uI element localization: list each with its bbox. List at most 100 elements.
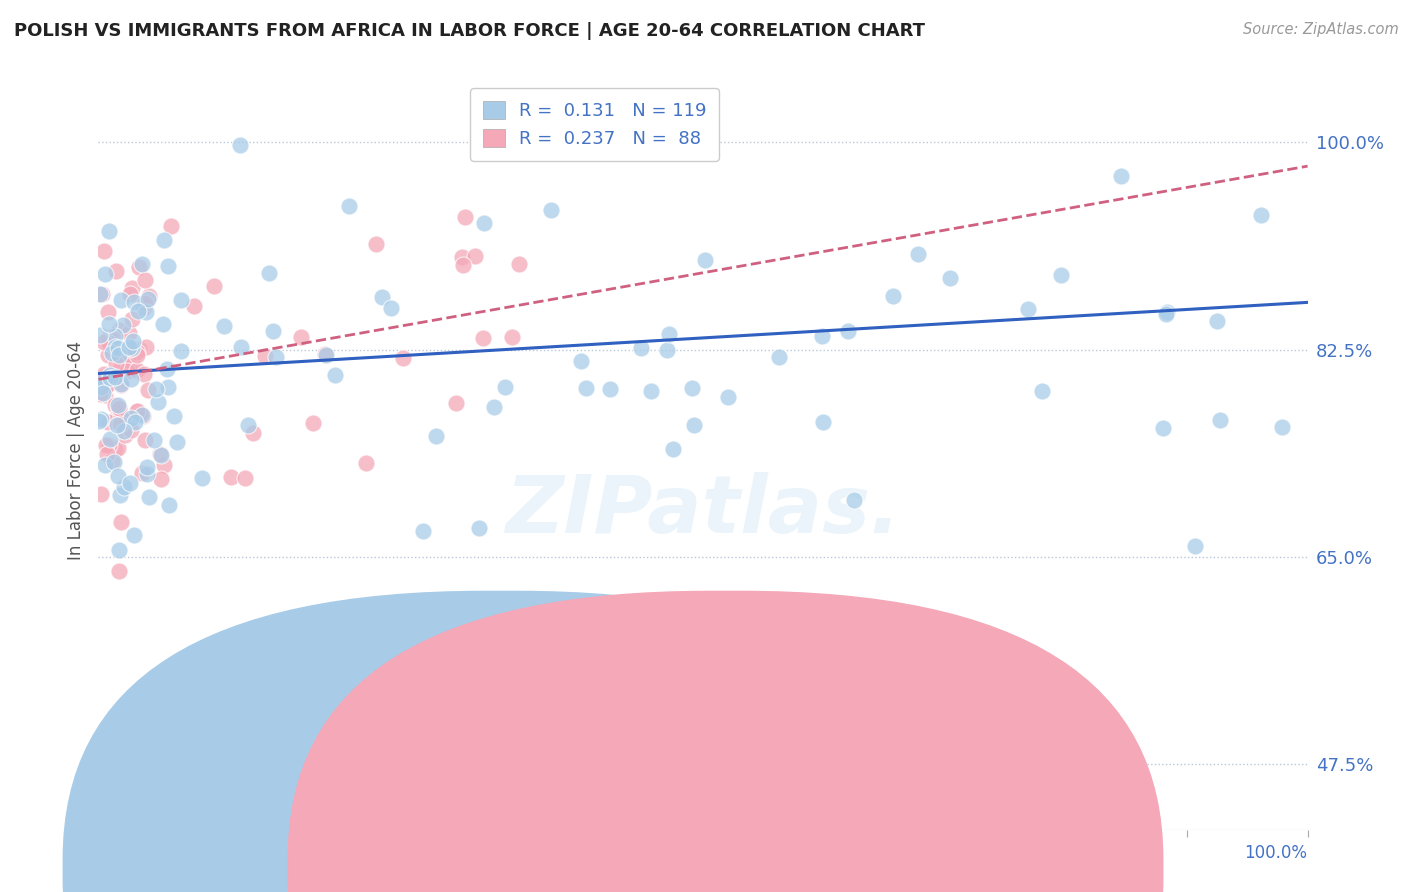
Point [472, 331, 495, 345]
Point [157, 379, 180, 393]
Point [191, 471, 214, 485]
Point [682, 417, 704, 432]
Point [302, 416, 325, 430]
Point [149, 447, 172, 461]
Point [89, 287, 111, 301]
Point [547, 722, 569, 736]
Point [101, 371, 124, 385]
Point [134, 273, 156, 287]
Point [110, 515, 132, 529]
Point [464, 249, 486, 263]
Point [118, 326, 141, 340]
Point [1271, 420, 1294, 434]
Point [115, 364, 138, 378]
Point [1049, 268, 1071, 283]
Point [472, 216, 495, 230]
Point [314, 347, 336, 361]
Point [657, 343, 679, 358]
Point [121, 341, 143, 355]
Point [121, 354, 143, 368]
Point [662, 442, 685, 456]
Point [254, 349, 277, 363]
Point [1152, 421, 1174, 435]
Point [93, 244, 115, 258]
Point [127, 304, 149, 318]
Point [120, 423, 142, 437]
Point [482, 400, 505, 414]
Point [100, 346, 122, 360]
Text: POLISH VS IMMIGRANTS FROM AFRICA IN LABOR FORCE | AGE 20-64 CORRELATION CHART: POLISH VS IMMIGRANTS FROM AFRICA IN LABO… [14, 22, 925, 40]
Point [152, 458, 174, 472]
Point [508, 257, 530, 271]
Y-axis label: In Labor Force | Age 20-64: In Labor Force | Age 20-64 [66, 341, 84, 560]
Point [104, 329, 127, 343]
Point [94, 381, 117, 395]
Text: Source: ZipAtlas.com: Source: ZipAtlas.com [1243, 22, 1399, 37]
Point [127, 404, 149, 418]
Point [128, 343, 150, 357]
Text: ZIPatlas.: ZIPatlas. [505, 472, 901, 550]
Point [134, 433, 156, 447]
Point [108, 417, 131, 432]
Text: Immigrants from Africa: Immigrants from Africa [692, 861, 883, 879]
Point [100, 340, 122, 354]
Point [157, 499, 180, 513]
Point [110, 378, 132, 392]
Point [153, 233, 176, 247]
Point [134, 295, 156, 310]
Point [1250, 208, 1272, 222]
Point [135, 459, 157, 474]
Point [695, 253, 717, 268]
Point [110, 293, 132, 307]
Point [94, 388, 117, 402]
Point [134, 368, 156, 382]
Point [98, 368, 121, 383]
Point [640, 384, 662, 399]
Point [89, 373, 111, 387]
Point [108, 542, 131, 557]
Point [98, 224, 121, 238]
Point [100, 453, 122, 467]
Text: 100.0%: 100.0% [1244, 844, 1308, 862]
Point [89, 328, 111, 343]
Point [104, 369, 127, 384]
Point [575, 381, 598, 395]
Point [425, 428, 447, 442]
Point [120, 475, 142, 490]
Point [97, 415, 120, 429]
Point [837, 324, 859, 338]
Point [127, 363, 149, 377]
Point [145, 382, 167, 396]
Point [658, 326, 681, 341]
Point [768, 350, 790, 364]
Point [356, 456, 378, 470]
Point [262, 324, 284, 338]
Point [110, 410, 132, 425]
Point [146, 395, 169, 409]
Point [170, 343, 193, 358]
Point [89, 386, 111, 401]
Point [136, 383, 159, 397]
Point [108, 564, 131, 578]
Point [529, 805, 551, 819]
Point [717, 390, 740, 404]
Point [124, 294, 146, 309]
Point [121, 311, 143, 326]
Point [96, 447, 118, 461]
Point [108, 487, 131, 501]
Point [630, 341, 652, 355]
Point [132, 409, 155, 423]
Point [391, 351, 413, 365]
Point [661, 136, 683, 150]
Point [939, 271, 962, 285]
Point [97, 305, 120, 319]
Point [156, 361, 179, 376]
Point [110, 376, 132, 391]
Point [125, 348, 148, 362]
Point [98, 371, 121, 385]
Point [117, 340, 139, 354]
Point [107, 398, 129, 412]
Point [1156, 308, 1178, 322]
Point [107, 441, 129, 455]
Point [229, 340, 252, 354]
